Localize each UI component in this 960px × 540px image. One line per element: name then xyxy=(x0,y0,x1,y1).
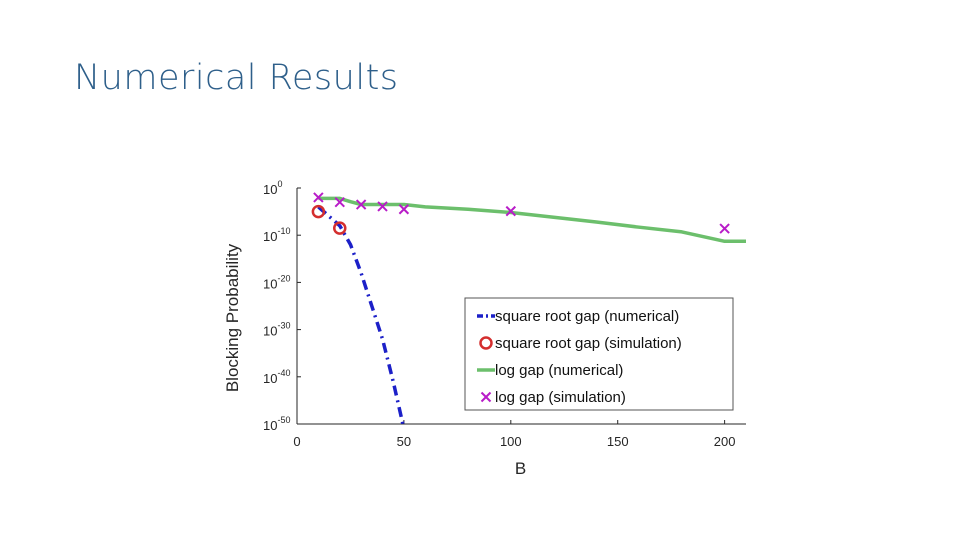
y-tick-label: 10-50 xyxy=(263,415,290,433)
x-marker-stroke xyxy=(719,223,730,234)
y-tick-exponent: -10 xyxy=(277,226,290,236)
y-tick-exponent: -50 xyxy=(277,415,290,425)
square-root-gap-numerical-line xyxy=(317,205,405,424)
y-axis-label: Blocking Probability xyxy=(223,243,242,392)
legend-x-swatch xyxy=(480,391,492,403)
legend-item: log gap (numerical) xyxy=(477,362,623,379)
x-tick-label: 150 xyxy=(607,434,629,449)
x-marker-stroke xyxy=(398,204,410,215)
legend-label: log gap (simulation) xyxy=(495,389,626,406)
log-simulation-point xyxy=(313,192,324,203)
y-tick-base: 10 xyxy=(263,182,277,197)
log-simulation-point xyxy=(334,196,345,208)
x-tick-label: 0 xyxy=(293,434,300,449)
legend-item: square root gap (simulation) xyxy=(479,335,682,352)
x-tick-label: 50 xyxy=(397,434,411,449)
slide-title: Numerical Results xyxy=(74,58,399,98)
x-marker-stroke xyxy=(313,192,324,203)
legend: square root gap (numerical) square root g… xyxy=(464,297,734,411)
square-root-simulation-point xyxy=(311,204,326,219)
y-tick-exponent: -30 xyxy=(277,321,290,331)
log-gap-numerical-line xyxy=(318,196,746,244)
x-marker-stroke xyxy=(334,196,345,208)
legend-item: square root gap (numerical) xyxy=(477,308,679,325)
x-tick-label: 100 xyxy=(500,434,522,449)
x-marker-stroke xyxy=(505,205,517,217)
square-root-simulation-point xyxy=(333,221,347,235)
legend-item: log gap (simulation) xyxy=(480,389,626,406)
y-tick-exponent: 0 xyxy=(277,179,282,189)
log-simulation-point xyxy=(355,199,367,210)
x-axis-label: B xyxy=(515,459,526,478)
x-tick-label: 200 xyxy=(714,434,736,449)
y-tick-exponent: -20 xyxy=(277,273,290,283)
y-tick-base: 10 xyxy=(263,371,277,386)
legend-label: square root gap (simulation) xyxy=(495,335,682,352)
legend-box xyxy=(464,297,734,411)
log-simulation-point xyxy=(719,223,730,234)
x-marker-stroke xyxy=(480,391,492,403)
y-tick-exponent: -40 xyxy=(277,368,290,378)
axes: 0 50 100 150 20010010-1010-2010-3010-4010-50… xyxy=(223,179,746,478)
y-tick-label: 10-10 xyxy=(263,226,290,244)
y-tick-label: 10-30 xyxy=(263,321,290,339)
y-tick-label: 100 xyxy=(263,179,282,197)
log-simulation-point xyxy=(377,201,388,212)
y-tick-base: 10 xyxy=(263,229,277,244)
y-tick-base: 10 xyxy=(263,418,277,433)
plot-series xyxy=(311,192,746,424)
legend-circle-swatch xyxy=(479,336,493,350)
log-simulation-point xyxy=(398,204,410,215)
legend-label: log gap (numerical) xyxy=(495,362,623,379)
y-tick-label: 10-40 xyxy=(263,368,290,386)
y-tick-label: 10-20 xyxy=(263,273,290,291)
x-marker-stroke xyxy=(355,199,367,210)
y-tick-base: 10 xyxy=(263,324,277,339)
log-simulation-point xyxy=(505,205,517,217)
x-marker-stroke xyxy=(377,201,388,212)
legend-label: square root gap (numerical) xyxy=(495,308,679,325)
y-tick-base: 10 xyxy=(263,276,277,291)
